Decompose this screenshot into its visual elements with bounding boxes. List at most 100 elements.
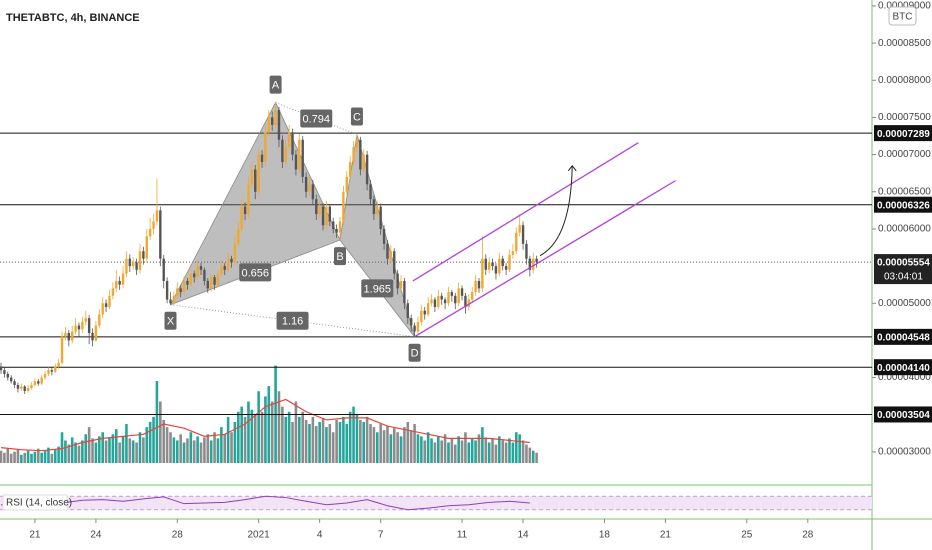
volume-bar [369, 424, 372, 463]
volume-bar [16, 449, 20, 463]
volume-bar [467, 442, 471, 463]
volume-bar [84, 434, 88, 463]
volume-bar [101, 432, 104, 463]
volume-bar [501, 440, 505, 463]
volume-bar [321, 417, 325, 463]
candle-body [498, 258, 501, 274]
candle-body [182, 280, 186, 293]
volume-bar [267, 386, 271, 463]
candle-body [467, 299, 471, 307]
candle-body [254, 169, 257, 192]
candle-body [430, 299, 433, 304]
candle-body [416, 321, 420, 332]
volume-bar [169, 432, 172, 463]
candle-body [159, 210, 162, 259]
candle-body [413, 325, 416, 332]
candle-body [284, 147, 287, 163]
volume-bar [77, 445, 81, 463]
volume-bar [57, 446, 60, 463]
volume-bar [87, 427, 91, 463]
volume-bar [257, 391, 260, 463]
candle-body [457, 288, 460, 304]
volume-bar [396, 432, 399, 463]
candle-body [515, 232, 518, 252]
candle-body [399, 280, 403, 289]
volume-bar [430, 438, 433, 463]
volume-bar [155, 381, 159, 463]
volume-bar [53, 449, 57, 463]
candle-body [115, 280, 118, 289]
volume-bar [291, 422, 294, 463]
candle-body [321, 206, 325, 226]
currency-button[interactable] [888, 6, 917, 26]
candle-body [145, 236, 148, 259]
candle-body [311, 184, 315, 200]
candle-body [389, 251, 393, 259]
point-box [164, 311, 177, 330]
volume-bar [247, 401, 250, 463]
candle-body [77, 325, 81, 330]
volume-bar [91, 438, 94, 463]
volume-bar [138, 432, 142, 463]
x-tick-label: 14 [517, 530, 529, 541]
level-label: 0.00006326 [877, 200, 930, 211]
candle-body [213, 277, 216, 285]
candle-body [64, 332, 67, 337]
candle-body [216, 273, 220, 285]
x-tick-label: 7 [378, 530, 384, 541]
volume-bar [159, 401, 162, 463]
volume-bar [287, 411, 291, 463]
candle-body [487, 262, 491, 270]
candle-body [437, 295, 440, 307]
candle-body [54, 366, 57, 372]
candle-body [362, 154, 365, 170]
candle-body [43, 373, 47, 378]
volume-bar [487, 442, 491, 463]
candle-body [294, 154, 298, 170]
candle-body [16, 385, 20, 389]
candle-body [409, 318, 413, 326]
volume-bar [498, 436, 501, 463]
volume-bar [260, 411, 264, 463]
candle-body [443, 299, 447, 304]
candle-body [454, 295, 457, 304]
volume-bar [352, 406, 355, 463]
candle-body [277, 110, 281, 140]
volume-bar [199, 442, 203, 463]
volume-bar [121, 436, 125, 463]
y-tick-label: 0.00005000 [878, 298, 931, 309]
y-tick-label: 0.00007000 [878, 149, 931, 160]
volume-bar [70, 437, 74, 463]
volume-bar [314, 426, 318, 463]
volume-bar [67, 444, 71, 463]
volume-bar [196, 436, 199, 463]
volume-bar [308, 424, 311, 463]
volume-bar [389, 434, 393, 463]
volume-bar [406, 422, 410, 463]
volume-bar [131, 440, 135, 463]
volume-bar [233, 422, 237, 463]
candle-body [20, 386, 23, 389]
volume-bar [304, 419, 308, 463]
candle-body [148, 228, 152, 237]
rsi-line [0, 495, 530, 511]
volume-bar [182, 442, 186, 463]
candle-body [508, 254, 511, 270]
candle-body [460, 288, 464, 296]
currency-button-label[interactable]: BTC [893, 12, 913, 23]
volume-bar [386, 426, 389, 463]
candle-body [535, 258, 538, 263]
volume-bar [298, 416, 301, 463]
volume-bar [491, 438, 494, 463]
rsi-label-box [2, 494, 68, 511]
volume-bar [403, 427, 406, 463]
candle-body [3, 370, 6, 374]
candle-body [104, 303, 108, 307]
candle-body [372, 199, 376, 215]
level-label-box [874, 359, 932, 376]
volume-bar [525, 444, 528, 463]
volume-bar [474, 440, 477, 463]
candle-body [423, 310, 426, 315]
